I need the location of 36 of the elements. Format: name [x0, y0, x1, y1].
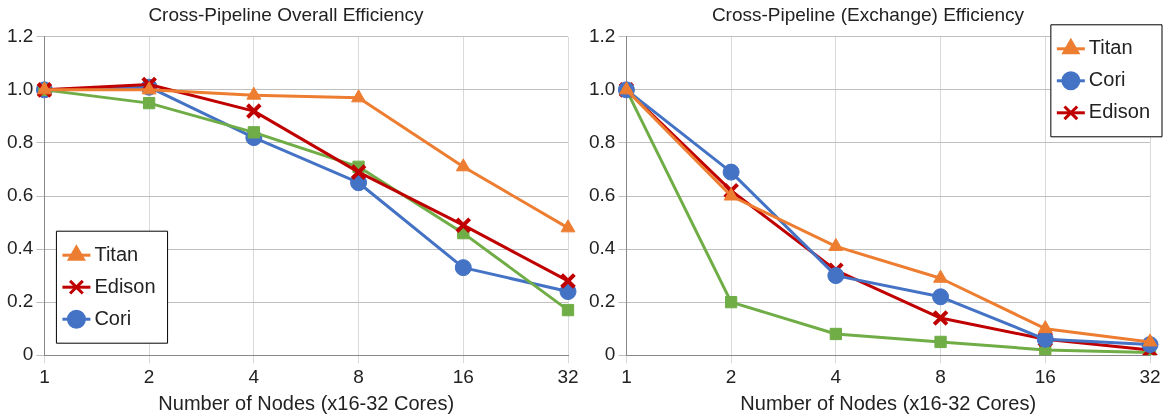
y-tick-label: 1.2: [588, 25, 616, 47]
y-tick-label: 0: [22, 343, 34, 365]
x-axis-title: Number of Nodes (x16-32 Cores): [158, 391, 455, 414]
x-tick-label: 32: [557, 365, 579, 387]
y-tick-label: 1.2: [6, 25, 34, 47]
y-tick-label: 0.4: [588, 237, 616, 259]
x-tick-label: 1: [39, 365, 50, 387]
chart-title: Cross-Pipeline (Exchange) Efficiency: [711, 3, 1025, 25]
y-tick-label: 0.2: [588, 290, 616, 312]
y-tick-label: 0.8: [6, 131, 34, 153]
y-tick-label: 0.8: [588, 131, 616, 153]
y-tick-label: 0: [604, 343, 616, 365]
y-tick-label: 0.6: [6, 184, 34, 206]
x-tick-label: 8: [935, 365, 946, 387]
x-tick-label: 4: [248, 365, 260, 387]
legend-label: Titan: [1088, 36, 1133, 59]
y-tick-label: 1.0: [6, 78, 34, 100]
legend-label: Edison: [1088, 100, 1150, 123]
y-tick-label: 0.6: [588, 184, 616, 206]
x-tick-label: 16: [1034, 365, 1056, 387]
x-axis-title: Number of Nodes (x16-32 Cores): [740, 391, 1037, 414]
x-tick-label: 32: [1139, 365, 1161, 387]
chart-title: Cross-Pipeline Overall Efficiency: [148, 3, 425, 25]
legend-label: Edison: [94, 274, 156, 297]
x-tick-label: 2: [143, 365, 155, 387]
legend-label: Cori: [94, 306, 132, 329]
y-tick-label: 0.2: [6, 290, 34, 312]
legend-label: Titan: [94, 242, 139, 265]
y-tick-label: 0.4: [6, 237, 34, 259]
x-tick-label: 2: [725, 365, 737, 387]
x-tick-label: 1: [621, 365, 632, 387]
x-tick-label: 16: [452, 365, 474, 387]
x-tick-label: 8: [353, 365, 364, 387]
x-tick-label: 4: [830, 365, 842, 387]
legend-label: Cori: [1088, 68, 1126, 91]
y-tick-label: 1.0: [588, 78, 616, 100]
